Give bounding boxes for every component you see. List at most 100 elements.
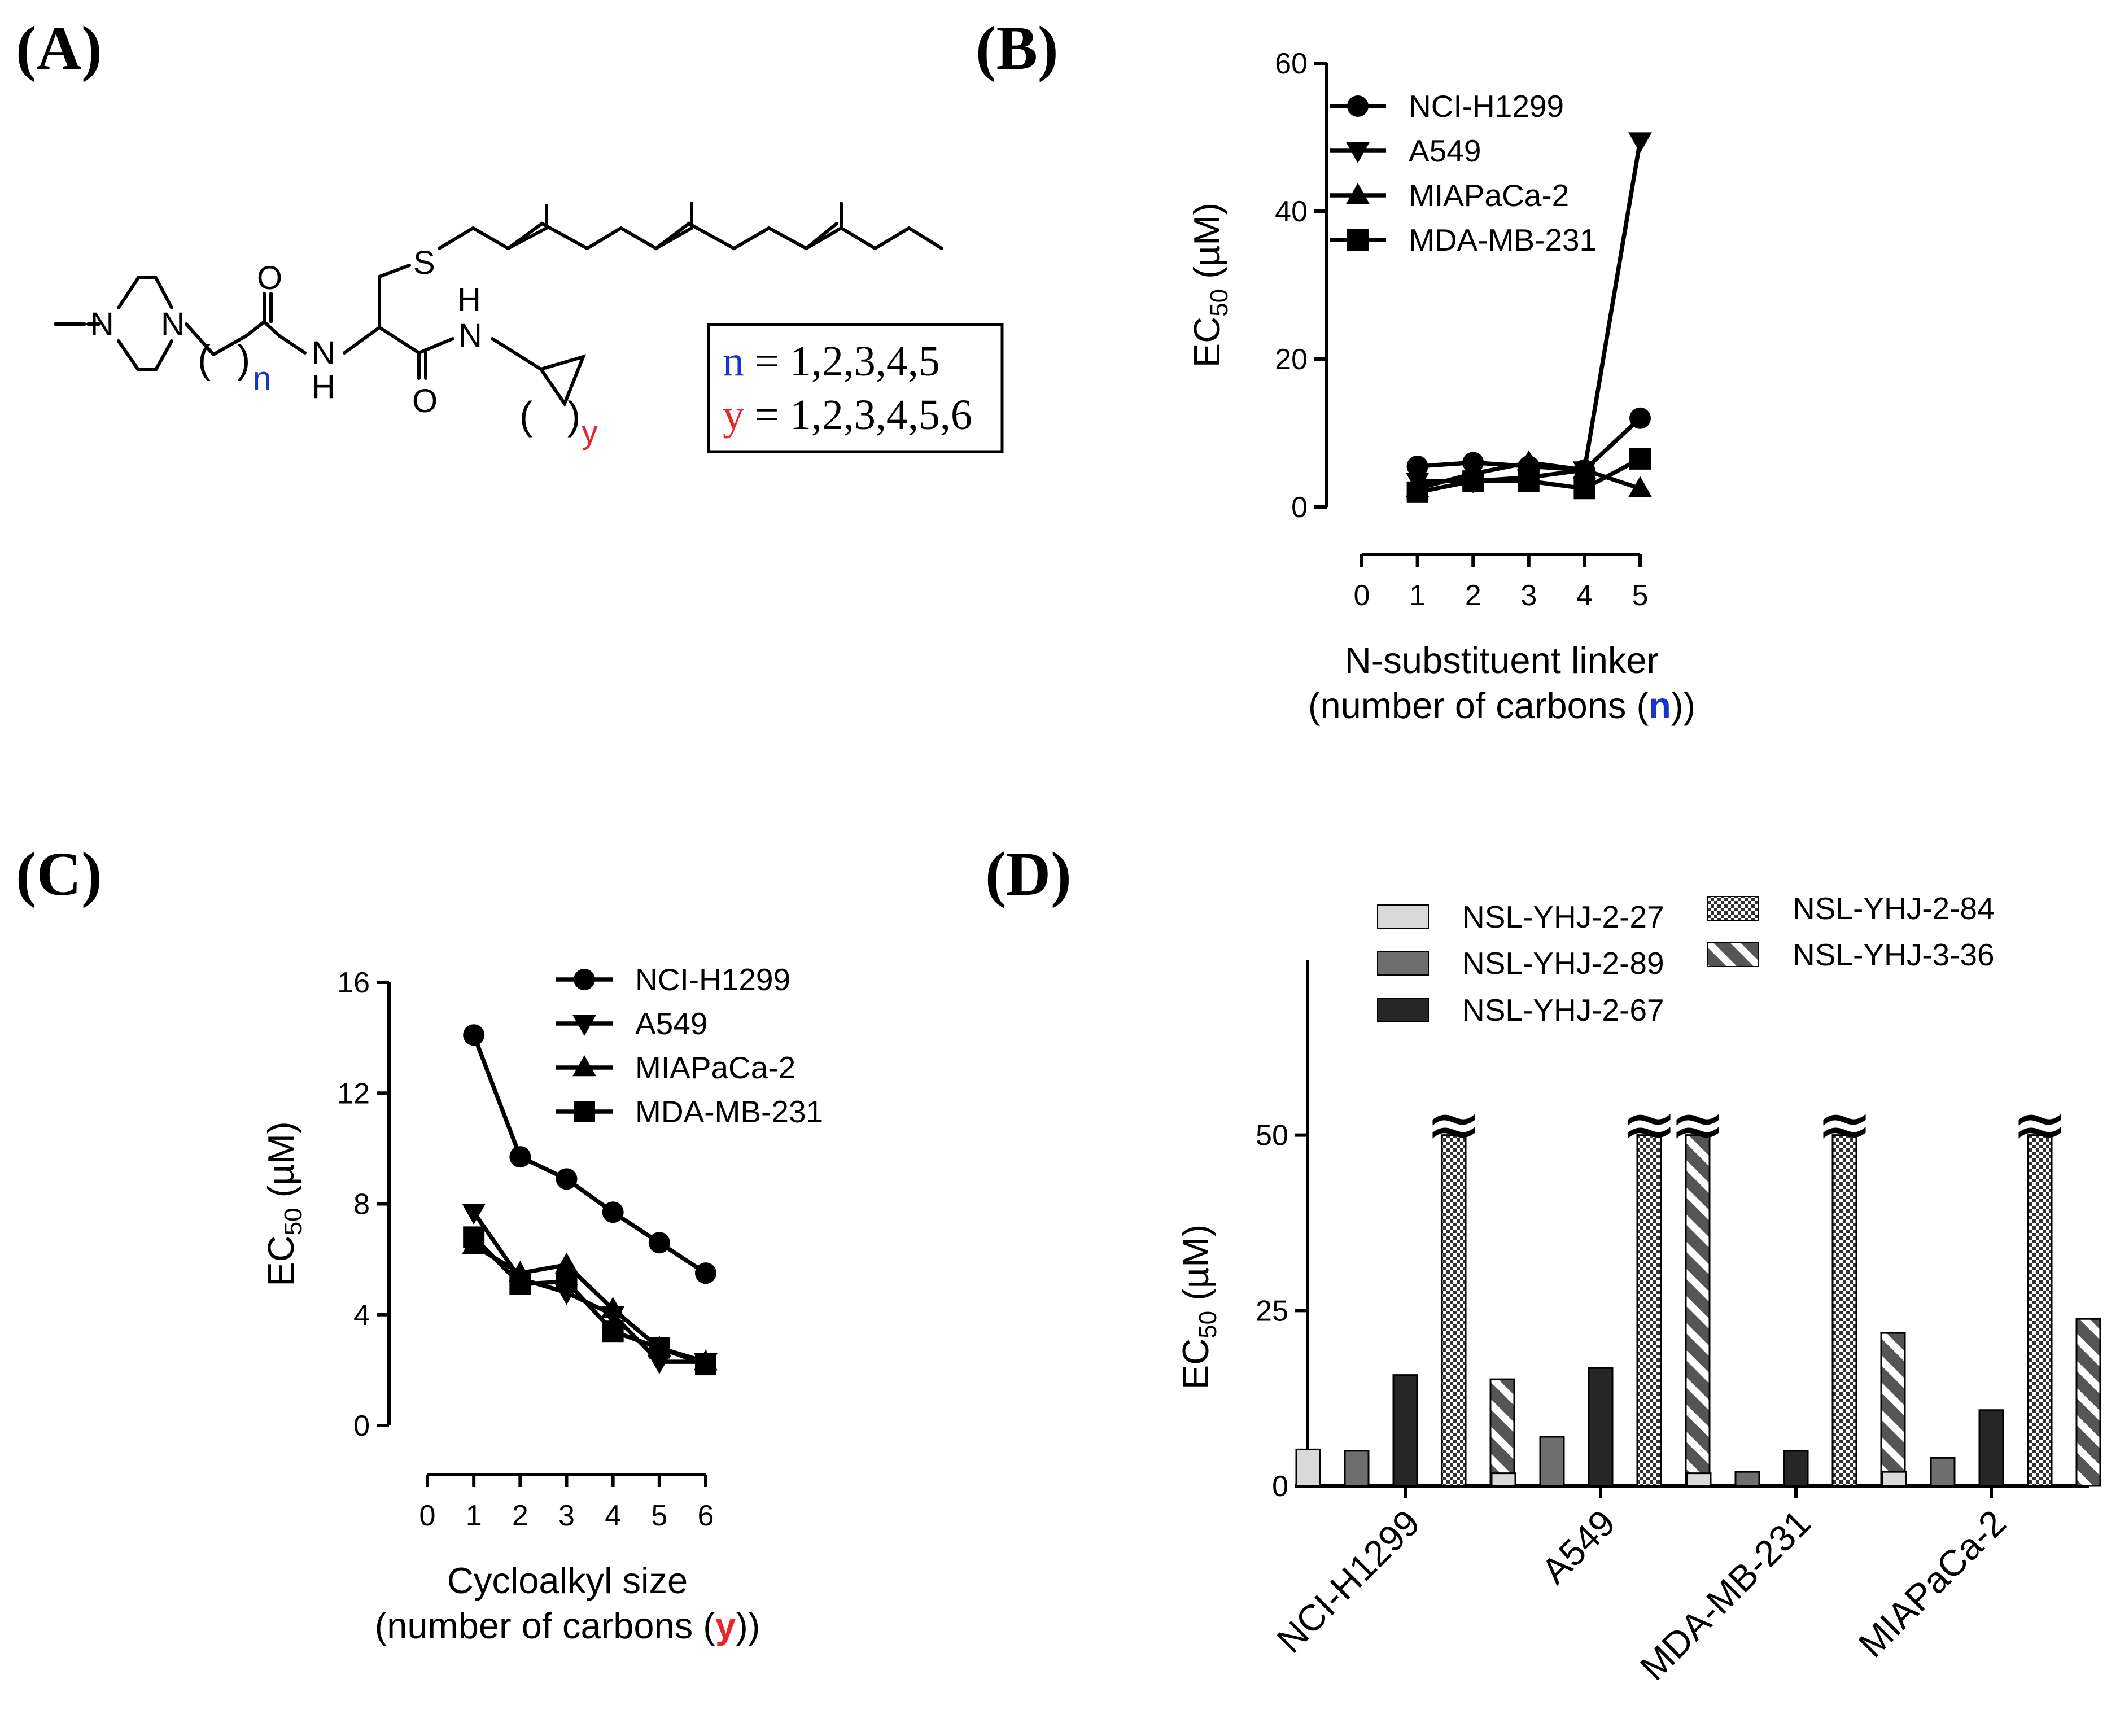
x-axis-title: N-substituent linker [1345, 640, 1659, 681]
bar-nsl-yhj-2-84 [2027, 1134, 2053, 1487]
data-point-mda-mb-231 [1406, 481, 1428, 503]
bond-amide-2 [491, 337, 543, 371]
x-tick-label: 3 [1520, 579, 1537, 612]
axis-break-icon: ≈ [1669, 1086, 1726, 1164]
y-axis-title-sub: 50 [279, 1208, 307, 1235]
x-tick-label: 1 [466, 1499, 482, 1532]
bar-nsl-yhj-2-27 [1295, 1448, 1321, 1487]
bond-amide-1 [278, 334, 307, 355]
paren-open-n: ( [198, 337, 211, 381]
legend-marker [1346, 183, 1370, 204]
bar-nsl-yhj-3-36 [1489, 1378, 1515, 1487]
bar-nsl-yhj-3-36 [1685, 1134, 1711, 1487]
atom-o-1: O [257, 260, 282, 296]
data-point-nci-h1299 [1406, 455, 1428, 477]
y-axis-title: EC50 (µM) [1186, 203, 1233, 368]
y-axis-title-unit: (µM) [260, 1121, 301, 1208]
data-point-mda-mb-231 [695, 1354, 716, 1376]
data-point-nci-h1299 [556, 1168, 578, 1190]
data-point-a549 [1628, 132, 1652, 154]
legend-swatch [1377, 904, 1429, 929]
substituent-box [707, 323, 1004, 453]
data-point-mda-mb-231 [463, 1226, 485, 1248]
x-tick-label: 4 [605, 1499, 621, 1532]
y-tick-label: 0 [1291, 491, 1308, 524]
atom-s: S [413, 244, 435, 281]
box-line-2: y = 1,2,3,4,5,6 [723, 391, 972, 439]
data-point-nci-h1299 [648, 1232, 670, 1254]
legend-label: NCI-H1299 [635, 962, 790, 997]
x-tick-label: 3 [558, 1499, 575, 1532]
paren-close-n: ) [237, 337, 250, 381]
data-point-nci-h1299 [602, 1201, 624, 1223]
paren-close-y: ) [567, 393, 580, 438]
x-axis-subtitle: (number of carbons (y)) [375, 1605, 760, 1646]
legend-swatch [1707, 942, 1759, 967]
x-axis-subtitle-var: y [715, 1605, 736, 1646]
y-axis-title-sub: 50 [1194, 1311, 1222, 1339]
data-point-nci-h1299 [509, 1146, 531, 1168]
legend-label: NSL-YHJ-3-36 [1793, 937, 1995, 972]
legend-swatch [1707, 896, 1759, 921]
x-axis-title: Cycloalkyl size [447, 1560, 688, 1601]
x-axis-subtitle-pre: (number of carbons ( [375, 1605, 716, 1646]
x-tick-label: 2 [1465, 579, 1481, 612]
legend-label: MDA-MB-231 [1409, 222, 1597, 257]
y-tick-label: 20 [1275, 343, 1308, 376]
y-tick-label: 0 [353, 1410, 370, 1442]
box-var-y: y [723, 391, 744, 439]
bar-nsl-yhj-2-67 [1783, 1450, 1809, 1487]
data-point-mda-mb-231 [509, 1273, 531, 1295]
x-tick-label: 1 [1409, 579, 1426, 612]
data-point-mda-mb-231 [1573, 478, 1595, 500]
atom-n-1: N [90, 306, 114, 343]
y-axis-title-unit: (µM) [1186, 203, 1227, 289]
bar-nsl-yhj-2-27 [1881, 1471, 1907, 1487]
y-tick-label: 60 [1275, 47, 1308, 80]
panel-label-c: (C) [16, 839, 102, 908]
x-tick-label: 0 [1354, 579, 1370, 612]
atom-n-2: N [161, 306, 185, 343]
legend-marker [1347, 229, 1369, 251]
atom-h-2: H [457, 281, 481, 318]
x-category-label: NCI-H1299 [1269, 1502, 1428, 1661]
data-point-miapaca-2 [554, 1252, 579, 1274]
x-axis-subtitle-post: )) [736, 1605, 760, 1646]
data-point-miapaca-2 [601, 1297, 625, 1318]
x-category-label: A549 [1533, 1502, 1623, 1591]
legend-label: MIAPaCa-2 [635, 1050, 795, 1085]
box-line-1: n = 1,2,3,4,5 [723, 338, 940, 385]
legend-swatch [1377, 951, 1429, 976]
data-point-mda-mb-231 [1518, 470, 1540, 492]
y-tick-label: 25 [1256, 1295, 1288, 1327]
x-tick-label: 5 [651, 1499, 667, 1532]
y-tick-label: 8 [353, 1188, 370, 1221]
y-axis-title-sub: 50 [1205, 289, 1233, 317]
atom-n-3: N [312, 335, 335, 371]
axis-break-icon: ≈ [2012, 1086, 2069, 1164]
x-axis-subtitle: (number of carbons (n)) [1308, 685, 1695, 726]
data-point-a549 [462, 1204, 486, 1225]
atom-o-2: O [412, 383, 438, 419]
data-point-mda-mb-231 [648, 1337, 670, 1359]
cyclopropyl-ring [538, 354, 587, 408]
y-tick-label: 12 [337, 1077, 370, 1110]
paren-open-y: ( [519, 393, 532, 438]
bar-nsl-yhj-3-36 [2075, 1318, 2101, 1487]
bar-nsl-yhj-2-89 [1930, 1457, 1956, 1487]
y-axis-title-unit: (µM) [1175, 1225, 1216, 1311]
atom-h-1: H [312, 369, 335, 405]
bar-nsl-yhj-2-67 [1392, 1374, 1418, 1487]
data-point-nci-h1299 [1629, 407, 1651, 429]
legend-label: A549 [1409, 133, 1481, 168]
axis-break-icon: ≈ [1816, 1086, 1873, 1164]
x-tick-label: 2 [512, 1499, 528, 1532]
legend-label: NSL-YHJ-2-89 [1462, 946, 1664, 981]
x-tick-label: 0 [419, 1499, 436, 1532]
bar-nsl-yhj-2-67 [1588, 1367, 1614, 1487]
legend-marker [574, 1101, 595, 1122]
subscript-n: n [253, 360, 271, 397]
legend-marker [1346, 142, 1370, 163]
